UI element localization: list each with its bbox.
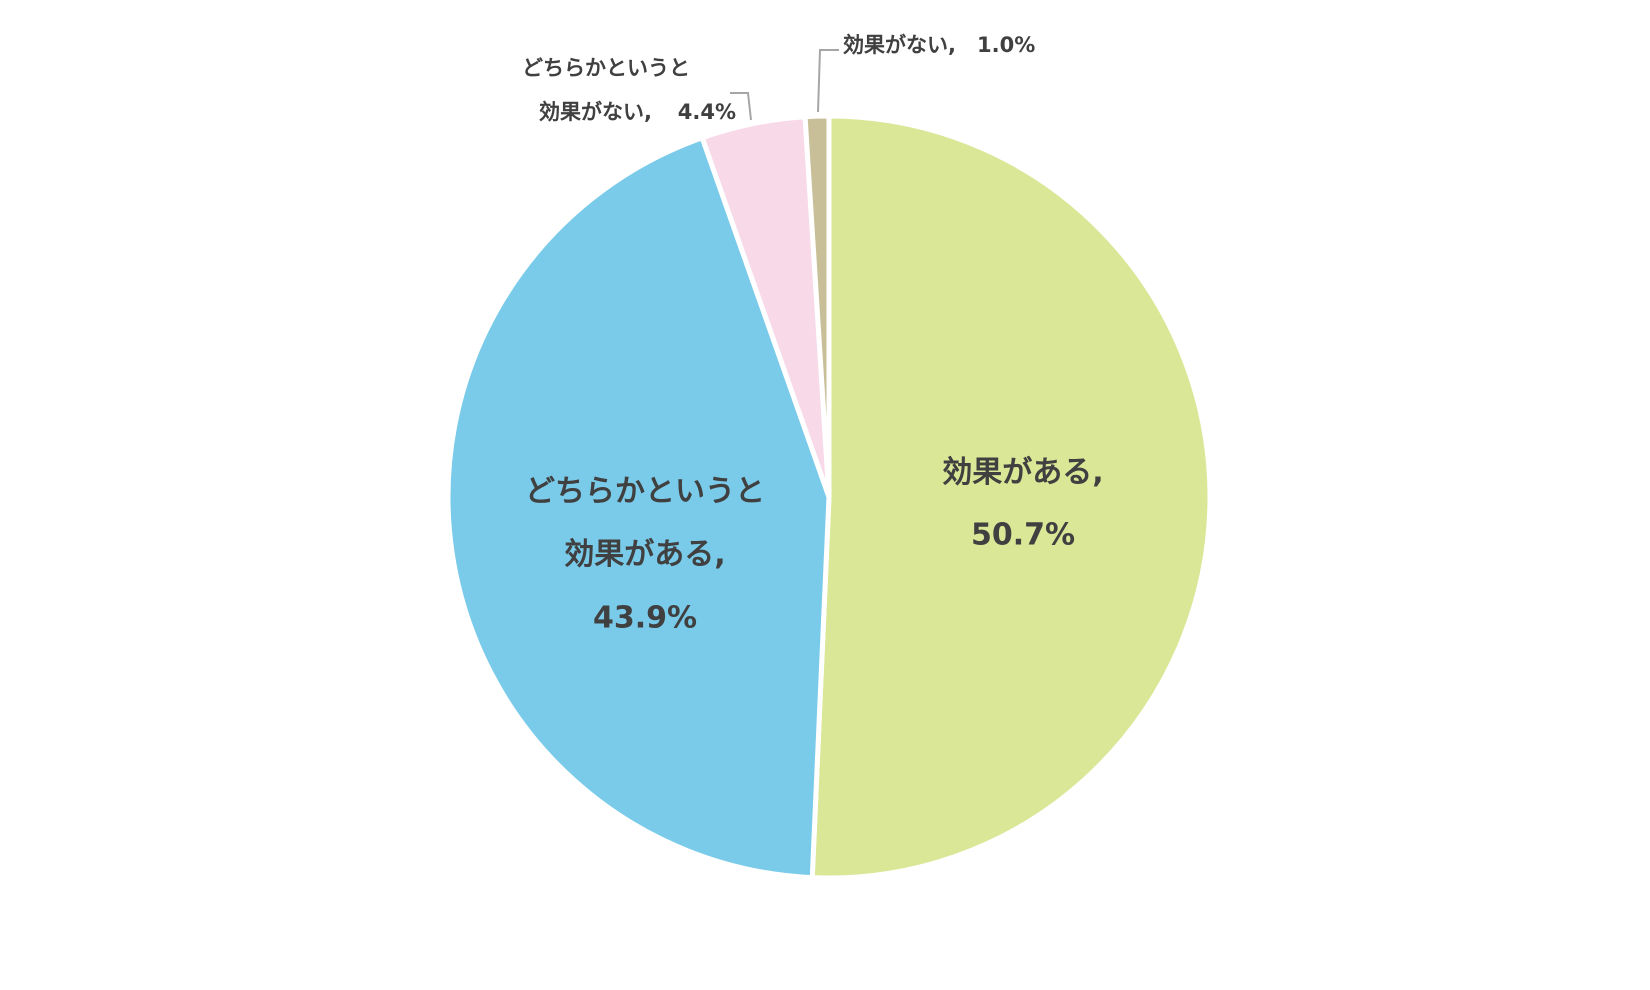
data-label-category: 効果がある, bbox=[942, 455, 1103, 490]
data-label-value: 1.0% bbox=[977, 33, 1035, 57]
data-label-value: 50.7% bbox=[971, 518, 1075, 553]
leader-line bbox=[730, 92, 752, 121]
data-label-category: どちらかというと bbox=[522, 56, 690, 80]
data-label-value: 4.4% bbox=[678, 100, 736, 124]
pie-slice bbox=[445, 134, 832, 881]
pie-slice bbox=[802, 113, 832, 498]
data-label-category: 効果がない, bbox=[843, 33, 956, 57]
pie-slice bbox=[809, 113, 1213, 881]
leader-line bbox=[817, 49, 839, 113]
data-label-category: どちらかというと効果がある, bbox=[525, 474, 765, 572]
data-label-value: 43.9% bbox=[593, 601, 697, 636]
data-label-category-line: 効果がない, bbox=[539, 100, 652, 124]
